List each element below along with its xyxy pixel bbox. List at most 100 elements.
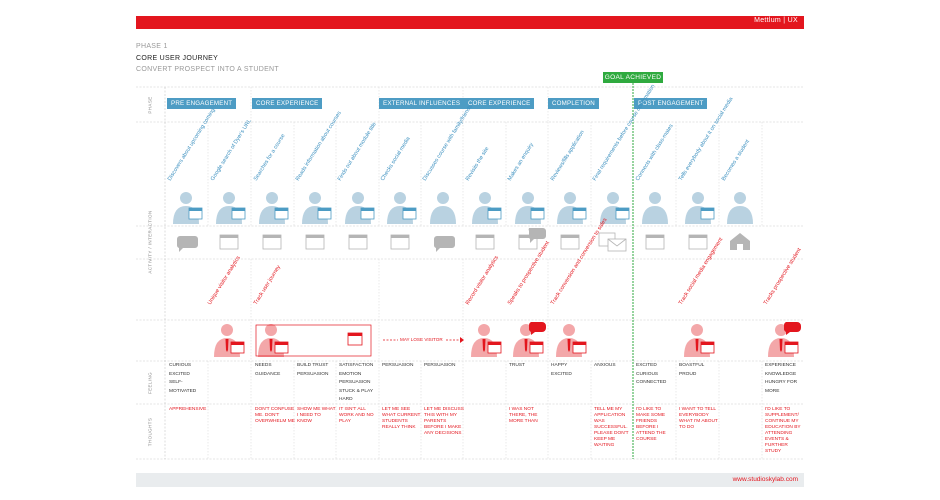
building-icon xyxy=(730,233,750,250)
thought-cell: IT ISN'T ALL WORK AND NO PLAY xyxy=(339,407,374,424)
staff-head xyxy=(221,324,233,336)
user-body xyxy=(642,206,668,224)
device-bar-icon xyxy=(275,208,288,211)
feeling-item: STUCK & PLAY HARD xyxy=(339,388,373,403)
phase-tag: POST ENGAGEMENT xyxy=(634,98,708,109)
device-bar-icon xyxy=(231,342,244,345)
user-body xyxy=(727,206,753,224)
thought-cell: TELL ME MY APPLICATION WAS SUCCESSFUL. P… xyxy=(594,407,629,448)
staff-tie-icon xyxy=(779,339,783,352)
device-bar-icon xyxy=(488,342,501,345)
row-label: PHASE xyxy=(147,95,153,114)
footer-url[interactable]: www.studioskylab.com xyxy=(732,476,798,483)
staff-tie-icon xyxy=(524,339,528,352)
feeling-item: SATISFACTION xyxy=(339,363,374,368)
row-label: THOUGHTS xyxy=(147,417,153,446)
feeling-cell: CURIOUS EXCITED SELF-MOTIVATED xyxy=(169,362,209,396)
journey-title: CORE USER JOURNEY xyxy=(136,55,219,62)
user-head xyxy=(394,192,406,204)
bottom-bar: www.studioskylab.com xyxy=(136,473,804,487)
feeling-item: PERSUASION xyxy=(339,380,371,385)
user-head xyxy=(180,192,192,204)
may-lose-frame xyxy=(255,324,372,357)
browser-bar-icon xyxy=(646,235,664,238)
feeling-item: NEEDS GUIDANCE xyxy=(255,363,281,377)
chat-bubble-icon xyxy=(528,228,546,243)
feeling-cell: BOASTFUL PROUD xyxy=(679,362,719,379)
feeling-cell: PERSUASION xyxy=(424,362,464,371)
chat-bubble-icon xyxy=(783,322,801,335)
feeling-item: KNOWLEDGE xyxy=(765,371,797,377)
user-head xyxy=(649,192,661,204)
thought-cell: I'D LIKE TO MAKE SOME FRIENDS BEFORE I A… xyxy=(636,407,666,442)
feeling-cell: PERSUASION xyxy=(382,362,422,371)
device-bar-icon xyxy=(488,208,501,211)
feeling-item: BOASTFUL xyxy=(679,363,705,368)
phase-label: PHASE 1 xyxy=(136,43,168,50)
thought-cell: I WAS NOT THERE, THE MORE THAN xyxy=(509,407,538,424)
user-head xyxy=(564,192,576,204)
feeling-item: EXCITED xyxy=(636,363,657,368)
feeling-item: TRUST xyxy=(509,363,525,368)
feeling-cell: EXPERIENCE KNOWLEDGE HUNGRY FOR MORE xyxy=(765,362,805,396)
phase-tag: PRE ENGAGEMENT xyxy=(167,98,237,109)
phase-tag: CORE EXPERIENCE xyxy=(464,98,535,109)
user-head xyxy=(522,192,534,204)
staff-tie-icon xyxy=(225,339,229,352)
feeling-cell: HAPPY EXCITED xyxy=(551,362,591,379)
staff-tie-icon xyxy=(567,339,571,352)
may-lose-label: MAY LOSE VISITOR xyxy=(398,337,445,342)
feeling-item: PERSUASION xyxy=(424,363,456,368)
thought-cell: I'D LIKE TO SUPPLEMENT/ CONTINUE MY EDUC… xyxy=(765,407,801,454)
chat-bubble-icon xyxy=(433,236,455,252)
feeling-cell: SATISFACTION EMOTION PERSUASION STUCK & PLA… xyxy=(339,362,379,405)
thought-cell: I WANT TO TELL EVERYBODY WHAT I'M ABOUT … xyxy=(679,407,718,430)
user-body xyxy=(430,206,456,224)
chat-bubble-icon xyxy=(176,236,198,252)
arrow-head-icon xyxy=(460,337,464,343)
staff-head xyxy=(265,324,277,336)
row-label: ACTIVITY / INTERACTION xyxy=(147,209,153,274)
phase-tag: COMPLETION xyxy=(548,98,599,109)
device-bar-icon xyxy=(573,208,586,211)
feeling-item: PERSUASION xyxy=(297,371,329,377)
user-head xyxy=(309,192,321,204)
browser-bar-icon xyxy=(391,235,409,238)
staff-tie-icon xyxy=(482,339,486,352)
device-bar-icon xyxy=(348,333,362,336)
user-head xyxy=(352,192,364,204)
user-head xyxy=(266,192,278,204)
feeling-item: CURIOUS xyxy=(169,363,192,368)
thought-cell: LET ME DISCUSS THIS WITH MY PARENTS BEFO… xyxy=(424,407,464,436)
device-bar-icon xyxy=(573,342,586,345)
feeling-item: EXCITED xyxy=(169,371,190,377)
browser-bar-icon xyxy=(519,235,537,238)
staff-head xyxy=(691,324,703,336)
device-bar-icon xyxy=(275,342,288,345)
brand-label: Mettlum | UX xyxy=(754,17,798,24)
device-bar-icon xyxy=(616,208,629,211)
thought-cell: APPREHENSIVE xyxy=(169,407,207,412)
envelope-flap-icon xyxy=(607,238,627,247)
device-bar-icon xyxy=(701,342,714,345)
feeling-item: CONNECTED xyxy=(636,380,667,385)
feeling-cell: EXCITED CURIOUS CONNECTED xyxy=(636,362,676,388)
thought-cell: LET ME SEE WHAT CURRENT STUDENTS REALLY … xyxy=(382,407,421,430)
feeling-item: PERSUASION xyxy=(382,363,414,368)
building-door-icon xyxy=(737,244,743,250)
staff-head xyxy=(563,324,575,336)
user-head xyxy=(607,192,619,204)
phase-tag: CORE EXPERIENCE xyxy=(252,98,323,109)
feeling-cell: ANXIOUS xyxy=(594,362,634,371)
feeling-item: HUNGRY FOR MORE xyxy=(765,380,798,394)
feeling-item: EXCITED xyxy=(551,371,572,377)
feeling-item: EXPERIENCE xyxy=(765,363,796,368)
user-head xyxy=(437,192,449,204)
feeling-item: EMOTION xyxy=(339,371,362,377)
journey-subtitle: CONVERT PROSPECT INTO A STUDENT xyxy=(136,66,279,73)
device-bar-icon xyxy=(189,208,202,211)
device-bar-icon xyxy=(361,208,374,211)
chat-bubble-icon xyxy=(528,322,546,335)
device-bar-icon xyxy=(232,208,245,211)
feeling-item: PROUD xyxy=(679,371,697,377)
